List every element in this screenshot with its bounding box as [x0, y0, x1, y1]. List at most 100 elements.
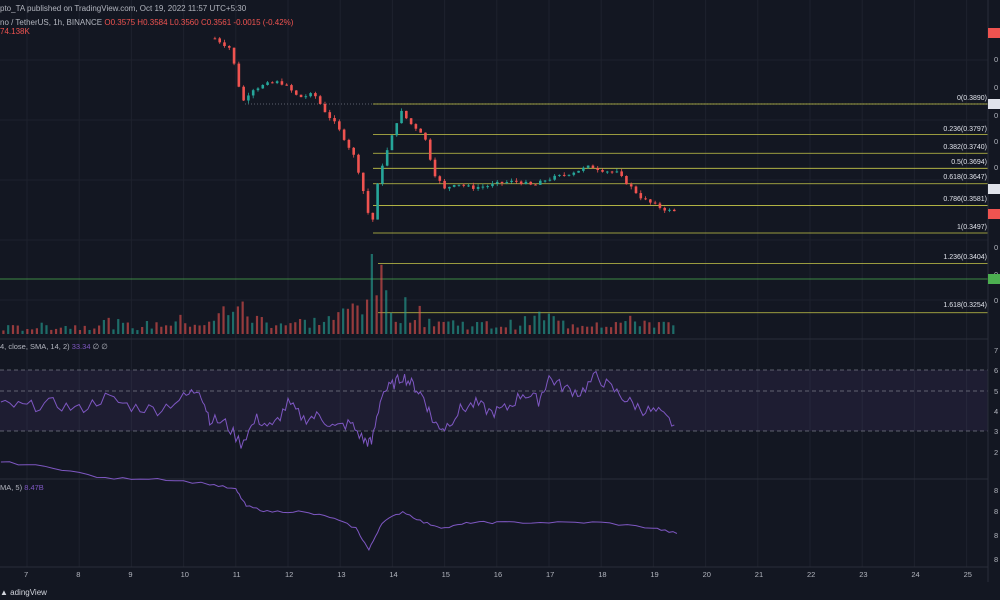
volume-bar [547, 313, 550, 334]
candle-body [328, 112, 332, 119]
volume-bar [365, 299, 369, 334]
candle-body [658, 203, 662, 208]
candle-body [562, 174, 566, 176]
candle-body [314, 93, 317, 97]
volume-bar [409, 322, 412, 334]
candle-body [467, 185, 470, 187]
candles [213, 36, 676, 222]
fib-label-0786: 0.786(0.3581) [943, 196, 987, 203]
price-tick: 0 [994, 137, 999, 146]
volume-bar [64, 325, 67, 334]
rsi-axis-tick: 2 [994, 448, 999, 457]
volume-bar [212, 320, 216, 334]
volume-bar [174, 321, 177, 334]
time-tick: 23 [859, 570, 868, 579]
volume-bar [165, 325, 168, 334]
volume-bar [499, 326, 503, 334]
volume-bars [2, 254, 675, 334]
volume-bar [2, 330, 5, 334]
volume-bar [638, 326, 641, 334]
volume-bar [509, 319, 512, 334]
fib-label-1: 1(0.3497) [957, 224, 987, 231]
price-tick: 0 [994, 296, 999, 305]
obv-axis-tick: 8 [994, 486, 999, 495]
time-tick: 15 [441, 570, 450, 579]
candle-body [385, 150, 389, 166]
volume-bar [619, 322, 622, 334]
volume-bar [50, 329, 53, 334]
volume-bar [275, 325, 278, 334]
volume-bar [112, 329, 115, 334]
volume-bar [610, 327, 613, 334]
candle-body [400, 110, 403, 124]
volume-bar [11, 325, 15, 334]
volume-bar [590, 326, 594, 334]
candle-body [548, 179, 552, 181]
candle-body [476, 186, 480, 189]
volume-bar [519, 325, 522, 334]
volume-bar [88, 329, 91, 334]
volume-bar [461, 321, 464, 334]
rsi-axis-tick: 6 [994, 366, 999, 375]
fib-label-1618: 1.618(0.3254) [943, 302, 987, 309]
volume-bar [279, 323, 283, 334]
volume-bar [471, 326, 474, 334]
volume-bar [586, 326, 589, 334]
candle-body [347, 139, 351, 148]
volume-bar [404, 297, 407, 334]
volume-bar [255, 315, 259, 334]
volume-bar [504, 327, 507, 334]
volume-bar [69, 328, 72, 334]
obv-params: MA, 5) [0, 483, 23, 492]
price-badge-high [988, 28, 1000, 38]
volume-bar [54, 328, 58, 334]
volume-bar [169, 325, 172, 334]
obv-legend[interactable]: MA, 5) 8.47B [0, 483, 44, 492]
volume-bar [413, 320, 417, 334]
volume-bar [571, 324, 574, 334]
volume-bar [428, 318, 431, 334]
volume-bar [552, 316, 555, 334]
volume-bar [346, 308, 350, 334]
candle-body [625, 175, 628, 185]
rsi-legend[interactable]: 4, close, SMA, 14, 2) 33.34 ∅ ∅ [0, 342, 108, 351]
time-tick: 24 [911, 570, 920, 579]
candle-body [361, 172, 365, 192]
volume-bar [356, 305, 359, 334]
volume-bar [342, 308, 345, 334]
candle-body [256, 88, 260, 91]
ohlc-open: O0.3575 [104, 18, 136, 27]
candle-body [323, 103, 327, 113]
volume-bar [495, 327, 498, 334]
volume-bar [633, 321, 637, 334]
volume-bar [667, 322, 670, 334]
volume-bar [480, 322, 484, 334]
volume-bar [657, 322, 661, 334]
candle-body [381, 165, 384, 184]
candle-body [405, 110, 408, 119]
candle-body [553, 175, 556, 180]
candle-body [333, 118, 336, 122]
price-badge-crosshair [988, 184, 1000, 194]
volume-bar [523, 316, 527, 334]
volume-bar [385, 290, 388, 334]
candle-body [519, 181, 523, 184]
volume-bar [83, 325, 86, 334]
candle-body [634, 186, 638, 194]
candle-body [342, 129, 346, 140]
volume-bar [193, 324, 196, 334]
candle-body [414, 124, 418, 129]
tradingview-logo[interactable]: ▲ adingView [0, 588, 47, 597]
candle-body [472, 185, 475, 189]
volume-bar [624, 321, 627, 334]
price-tick: 0 [994, 83, 999, 92]
volume-bar [466, 329, 469, 334]
volume-bar [332, 319, 335, 334]
volume-bar [217, 313, 220, 334]
candle-body [505, 182, 509, 184]
volume-bar [160, 326, 163, 334]
candle-body [572, 172, 576, 175]
volume-bar [26, 329, 29, 334]
price-tick: 0 [994, 111, 999, 120]
